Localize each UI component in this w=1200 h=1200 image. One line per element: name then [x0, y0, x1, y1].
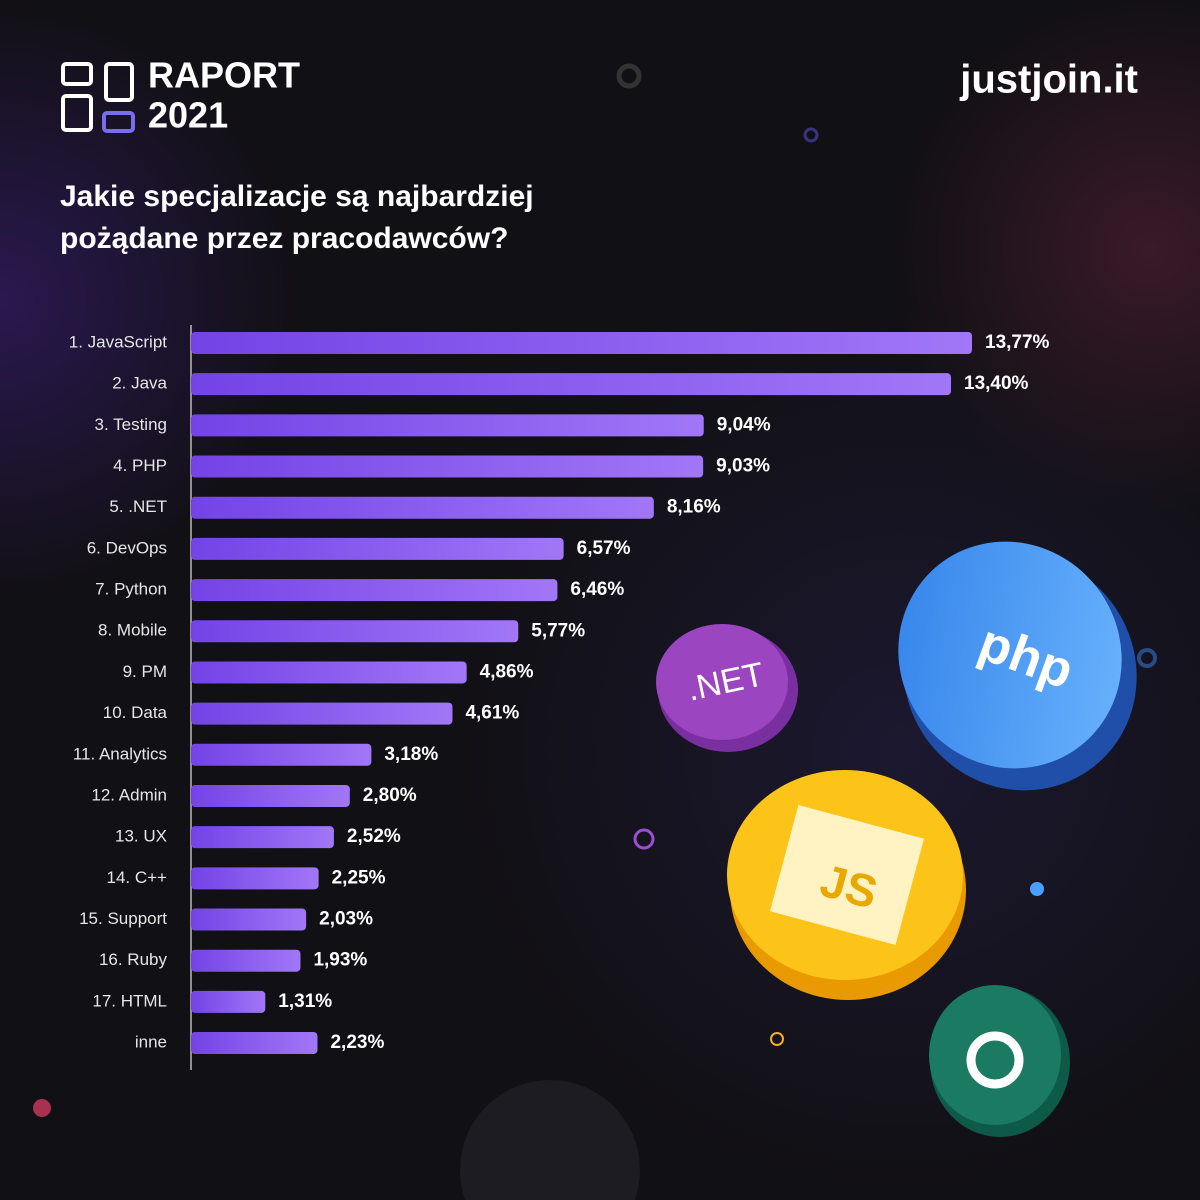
bar: [191, 990, 266, 1013]
category-label: 8. Mobile: [98, 621, 167, 640]
bar: [191, 702, 453, 725]
value-label: 2,80%: [363, 785, 417, 806]
value-label: 2,03%: [319, 909, 373, 930]
bar: [191, 414, 704, 437]
value-label: 4,86%: [480, 661, 534, 682]
bar: [191, 867, 319, 890]
category-label: 15. Support: [79, 909, 167, 928]
value-label: 13,77%: [985, 332, 1050, 353]
value-label: 4,61%: [465, 703, 519, 724]
bar: [191, 661, 467, 684]
value-label: 6,46%: [570, 579, 624, 600]
category-label: 7. Python: [95, 580, 167, 599]
category-label: 4. PHP: [113, 456, 167, 475]
category-label: 2. Java: [112, 374, 167, 393]
bar: [191, 949, 301, 972]
category-label: 11. Analytics: [73, 744, 167, 763]
bar: [191, 455, 704, 478]
value-label: 6,57%: [577, 538, 631, 559]
bar: [191, 579, 558, 602]
bar: [191, 496, 654, 519]
category-label: 13. UX: [115, 827, 167, 846]
bar: [191, 1032, 318, 1055]
value-label: 2,23%: [330, 1032, 384, 1053]
category-label: 17. HTML: [92, 991, 167, 1010]
category-label: 10. Data: [103, 703, 168, 722]
bar: [191, 743, 372, 766]
value-label: 5,77%: [531, 620, 585, 641]
category-label: inne: [135, 1033, 167, 1052]
value-label: 8,16%: [667, 497, 721, 518]
bar: [191, 373, 952, 396]
chart-title: Jakie specjalizacje są najbardziej pożąd…: [60, 180, 534, 255]
category-label: 3. Testing: [95, 415, 167, 434]
value-label: 13,40%: [964, 373, 1029, 394]
bar: [191, 908, 307, 931]
bar: [191, 332, 972, 354]
brand: justjoin.it: [959, 58, 1138, 102]
bar: [191, 784, 350, 807]
category-label: 9. PM: [123, 662, 167, 681]
value-label: 1,93%: [313, 950, 367, 971]
bars: 1. JavaScript 13,77% 2. Java 13,40% 3. Testi…: [69, 332, 1050, 1055]
category-label: 12. Admin: [91, 785, 167, 804]
value-label: 1,31%: [278, 991, 332, 1012]
category-label: 6. DevOps: [87, 538, 167, 557]
bar: [191, 826, 334, 849]
category-label: 1. JavaScript: [69, 332, 168, 351]
value-label: 9,04%: [717, 414, 771, 435]
value-label: 3,18%: [384, 744, 438, 765]
category-label: 16. Ruby: [99, 950, 168, 969]
value-label: 2,52%: [347, 826, 401, 847]
bar: [191, 537, 564, 560]
category-label: 5. .NET: [109, 497, 167, 516]
value-label: 9,03%: [716, 456, 770, 477]
value-label: 2,25%: [332, 867, 386, 888]
report-line2: 2021: [148, 95, 228, 136]
bar: [191, 620, 519, 643]
category-label: 14. C++: [107, 868, 168, 887]
decorations: [33, 63, 1157, 1200]
logo: [61, 62, 135, 133]
report-line1: RAPORT: [148, 55, 300, 96]
